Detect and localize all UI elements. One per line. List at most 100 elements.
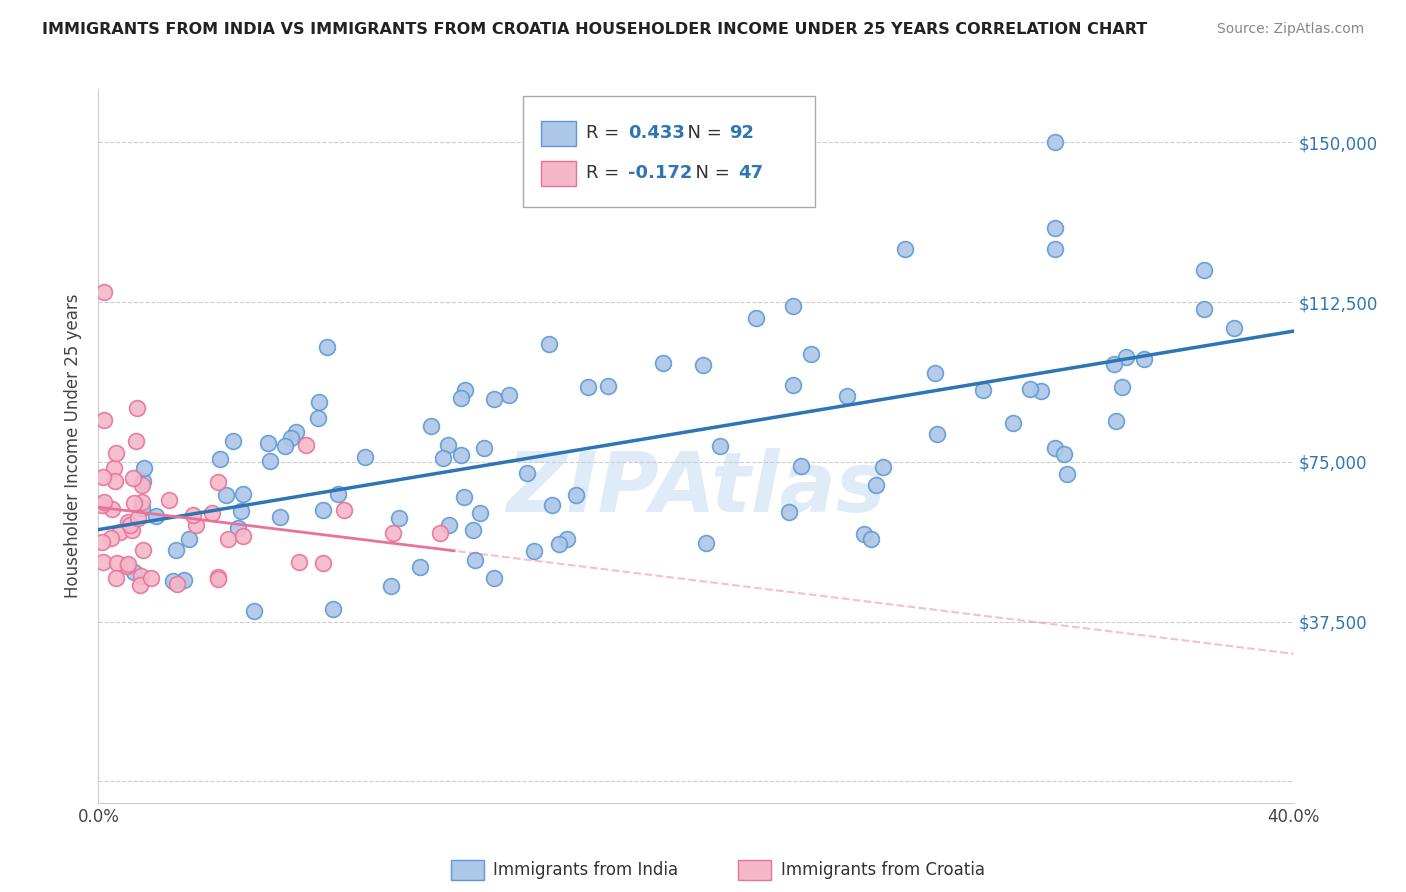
Point — [122, 566, 145, 580]
Point — [91, 555, 114, 569]
Point — [269, 510, 291, 524]
Point — [222, 434, 245, 448]
Point — [217, 533, 239, 547]
Point — [173, 573, 195, 587]
Bar — [541, 121, 576, 146]
Text: Immigrants from India: Immigrants from India — [494, 861, 678, 879]
Point — [91, 470, 114, 484]
Point — [226, 521, 249, 535]
Point — [437, 438, 460, 452]
Point — [1192, 263, 1215, 277]
Point — [157, 493, 180, 508]
Point — [110, 524, 132, 539]
Point — [201, 506, 224, 520]
Point — [134, 460, 156, 475]
Point — [432, 450, 454, 465]
Point — [311, 556, 333, 570]
Point — [131, 500, 153, 515]
Point — [166, 577, 188, 591]
Point — [93, 413, 115, 427]
Point — [800, 346, 823, 360]
Point — [1043, 220, 1066, 235]
Text: N =: N = — [676, 125, 727, 143]
Point — [382, 525, 405, 540]
Point — [1018, 382, 1040, 396]
Text: -0.172: -0.172 — [628, 164, 692, 182]
Point — [257, 435, 280, 450]
Point — [409, 560, 432, 574]
Point — [232, 529, 254, 543]
Point — [450, 448, 472, 462]
Point — [129, 569, 152, 583]
Point — [1115, 350, 1137, 364]
Point — [121, 523, 143, 537]
Point — [388, 511, 411, 525]
Point — [127, 511, 149, 525]
Point — [464, 553, 486, 567]
Point — [162, 574, 184, 588]
Point — [131, 495, 153, 509]
Point — [183, 508, 205, 522]
FancyBboxPatch shape — [523, 96, 815, 207]
Point — [835, 389, 858, 403]
Point — [186, 518, 208, 533]
Point — [117, 558, 139, 572]
Point — [93, 494, 115, 508]
Point — [1056, 467, 1078, 481]
Point — [316, 340, 339, 354]
Point — [782, 377, 804, 392]
Point — [322, 602, 344, 616]
Point — [450, 392, 472, 406]
Point — [177, 532, 200, 546]
Point — [122, 496, 145, 510]
Bar — [451, 860, 485, 880]
Point — [516, 466, 538, 480]
Point — [308, 394, 330, 409]
Point — [105, 446, 128, 460]
Text: 47: 47 — [738, 164, 763, 182]
Point — [1133, 351, 1156, 366]
Point — [437, 517, 460, 532]
Point — [104, 474, 127, 488]
Point — [312, 502, 335, 516]
Text: 0.433: 0.433 — [628, 125, 685, 143]
Text: N =: N = — [685, 164, 735, 182]
Point — [468, 506, 491, 520]
Point — [166, 542, 188, 557]
Point — [288, 555, 311, 569]
Point — [453, 490, 475, 504]
Point — [232, 487, 254, 501]
Point — [1043, 136, 1066, 150]
Point — [482, 392, 505, 406]
Point — [101, 502, 124, 516]
Point — [274, 439, 297, 453]
Point — [565, 488, 588, 502]
Point — [790, 458, 813, 473]
Point — [1001, 417, 1024, 431]
Point — [332, 503, 354, 517]
Point — [420, 419, 443, 434]
Point — [259, 454, 281, 468]
Point — [461, 524, 484, 538]
Point — [207, 475, 229, 489]
Text: Source: ZipAtlas.com: Source: ZipAtlas.com — [1216, 22, 1364, 37]
Point — [927, 426, 949, 441]
Point — [294, 438, 316, 452]
Point — [132, 542, 155, 557]
Point — [652, 356, 675, 370]
Point — [555, 532, 578, 546]
Point — [118, 517, 141, 532]
Point — [1029, 384, 1052, 399]
Text: 92: 92 — [730, 125, 755, 143]
Point — [208, 452, 231, 467]
Point — [1052, 447, 1074, 461]
Point — [1104, 357, 1126, 371]
Point — [852, 527, 875, 541]
Text: ZIPAtlas: ZIPAtlas — [506, 449, 886, 529]
Point — [121, 471, 143, 485]
Point — [93, 285, 115, 299]
Point — [598, 379, 620, 393]
Point — [125, 434, 148, 448]
Point — [1192, 302, 1215, 317]
Point — [547, 537, 569, 551]
